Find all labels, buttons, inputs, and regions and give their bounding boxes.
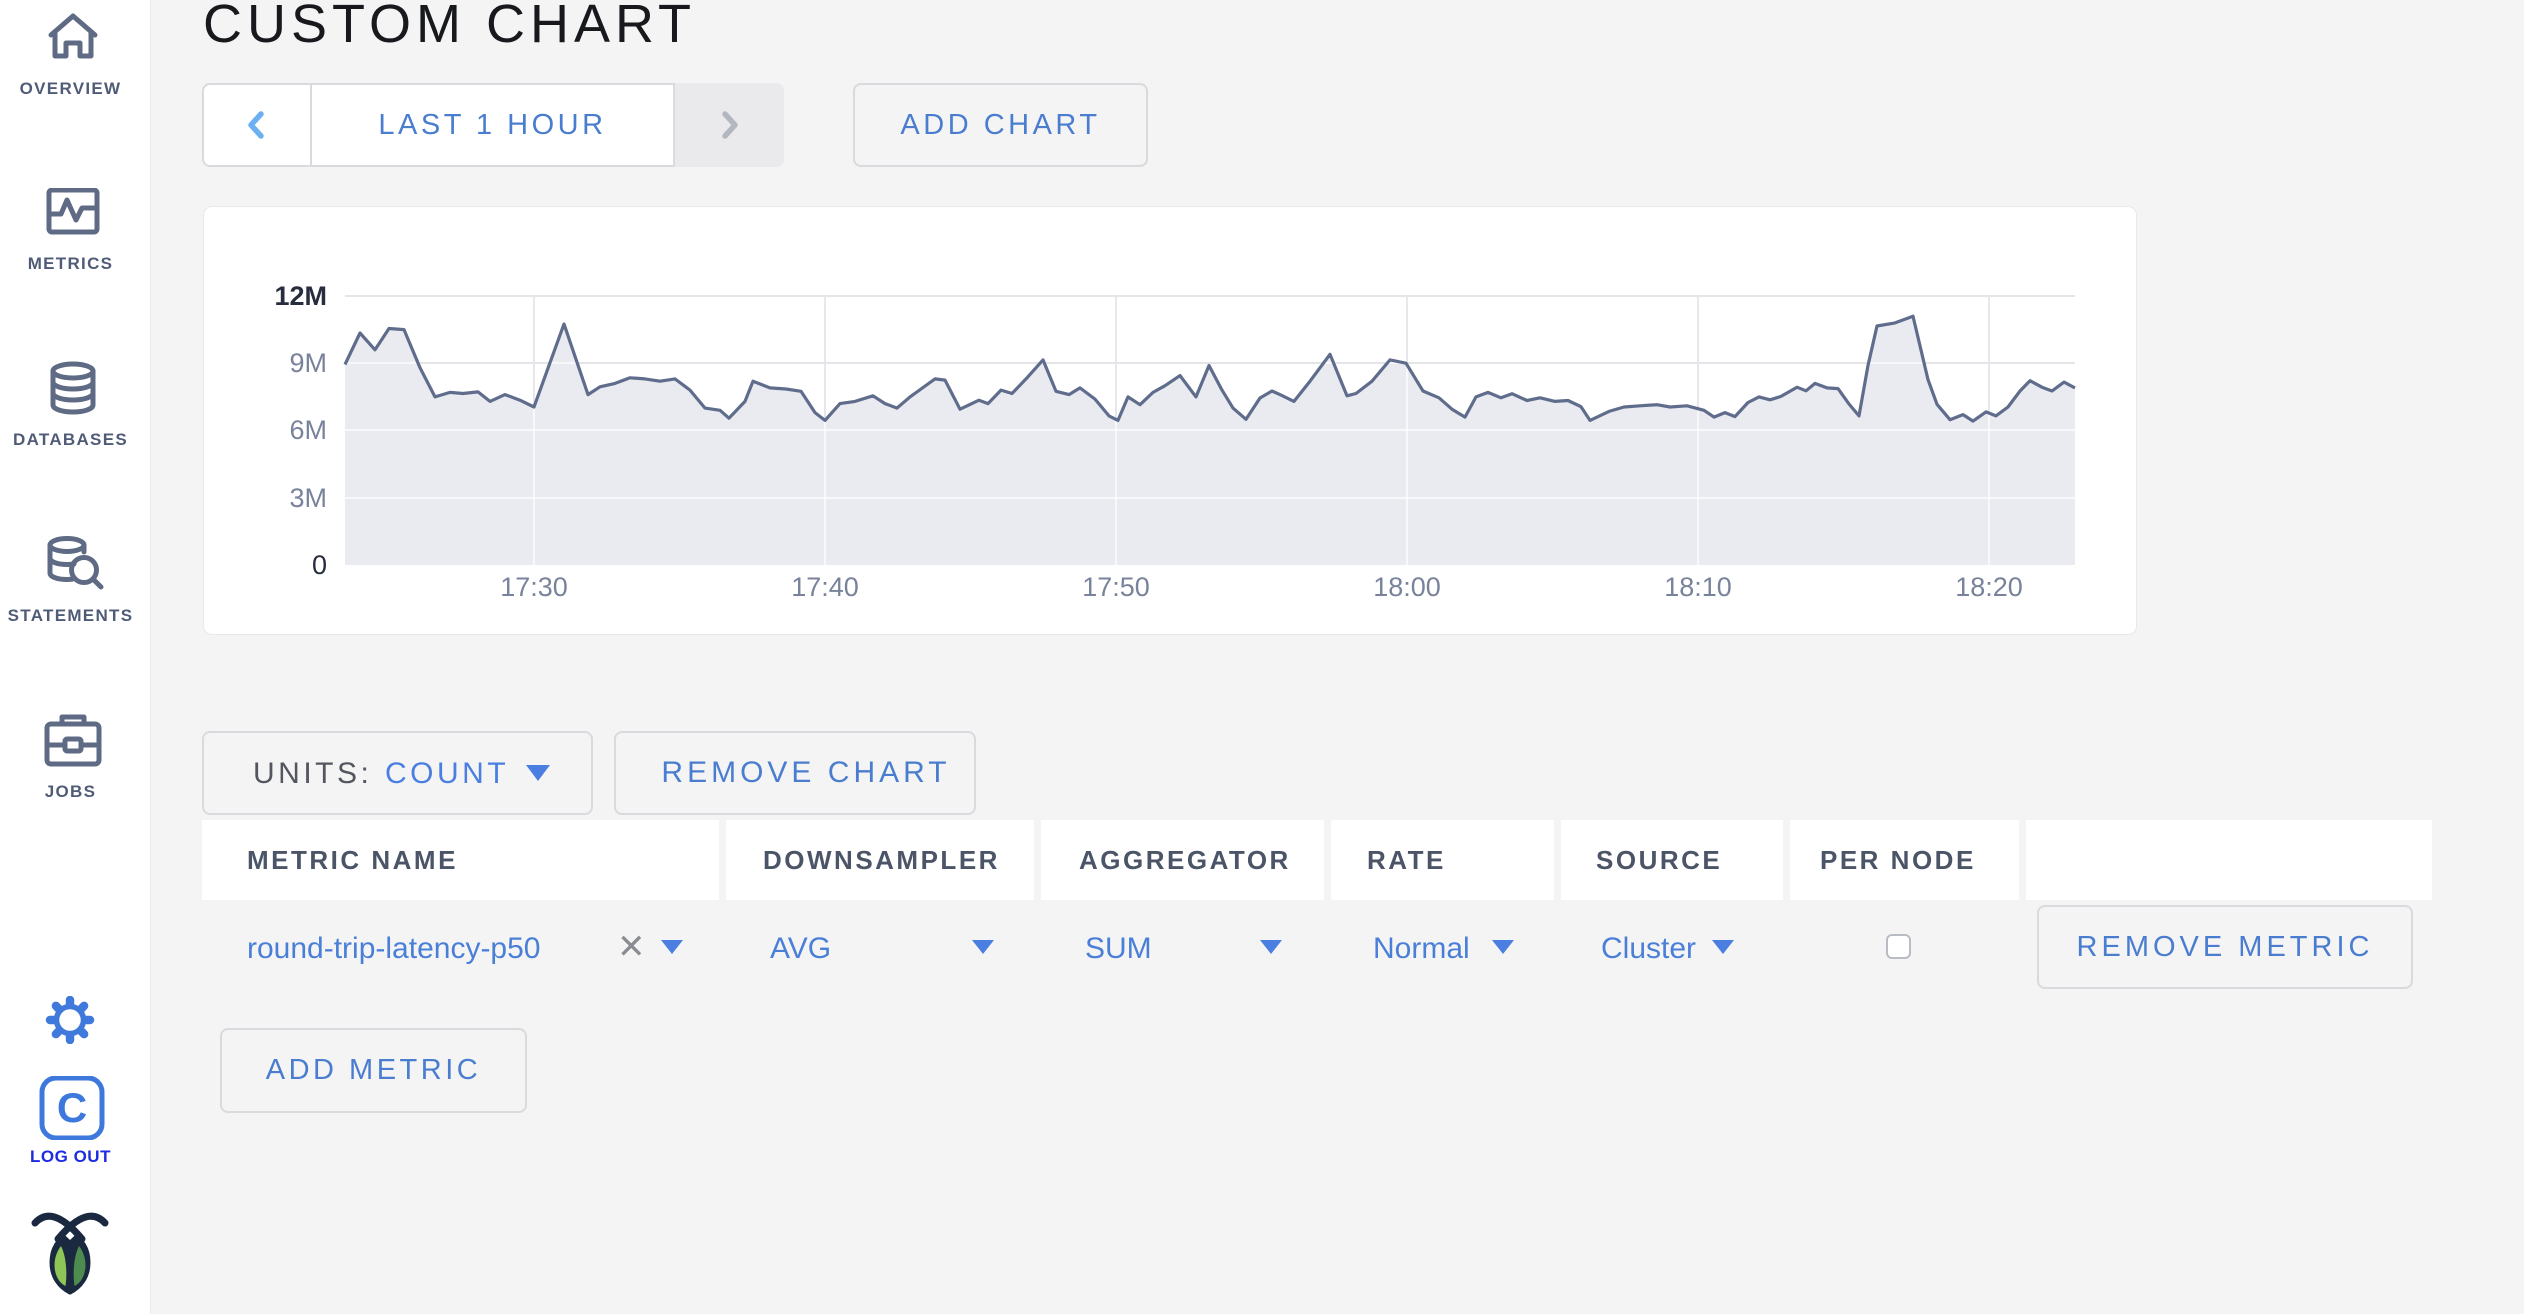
svg-text:17:50: 17:50 — [1082, 572, 1150, 602]
svg-text:12M: 12M — [274, 281, 327, 311]
svg-text:18:00: 18:00 — [1373, 572, 1441, 602]
svg-text:17:40: 17:40 — [791, 572, 859, 602]
svg-text:C: C — [57, 1084, 87, 1131]
svg-text:0: 0 — [312, 550, 327, 580]
svg-text:18:10: 18:10 — [1664, 572, 1732, 602]
svg-text:18:20: 18:20 — [1955, 572, 2023, 602]
svg-text:9M: 9M — [289, 348, 327, 378]
svg-text:17:30: 17:30 — [500, 572, 568, 602]
svg-text:6M: 6M — [289, 415, 327, 445]
svg-text:3M: 3M — [289, 483, 327, 513]
